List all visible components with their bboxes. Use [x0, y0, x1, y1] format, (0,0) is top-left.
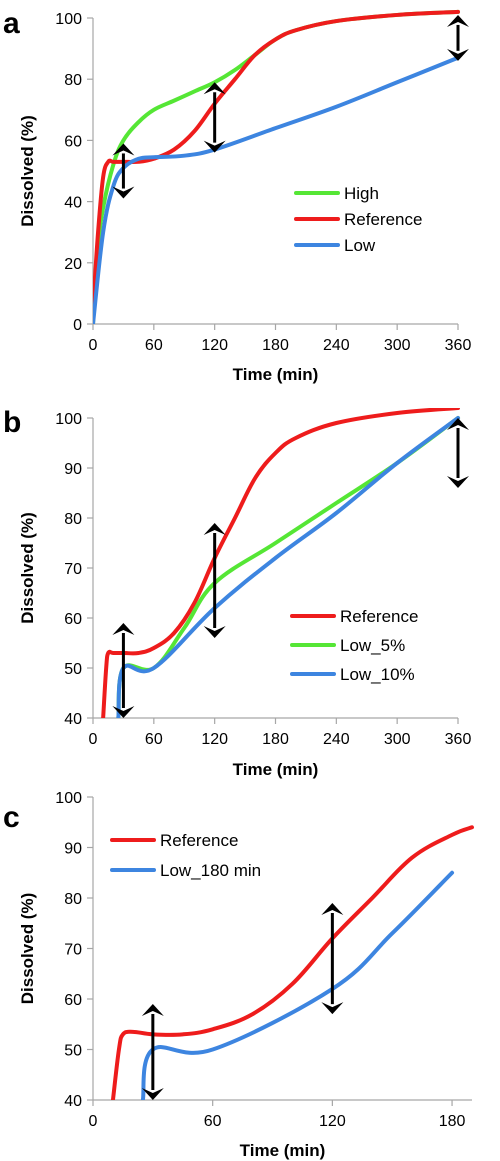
panel-letter: a	[3, 7, 20, 40]
y-axis-label: Dissolved (%)	[18, 893, 37, 1004]
y-tick-label: 60	[64, 133, 82, 150]
x-tick-label: 0	[89, 337, 98, 354]
arrow-head-down	[112, 186, 135, 199]
x-tick-label: 120	[201, 731, 228, 748]
y-axis-label: Dissolved (%)	[18, 512, 37, 623]
legend-label: Reference	[344, 210, 422, 229]
y-tick-label: 60	[64, 611, 82, 628]
x-tick-label: 360	[445, 731, 472, 748]
y-tick-label: 0	[73, 317, 82, 334]
y-tick-label: 40	[64, 711, 82, 728]
x-tick-label: 180	[262, 337, 289, 354]
chart-panel-b: b 40 50 60 70 80 90 100 0 60 120 180 240 300 360 Time (…	[3, 406, 471, 779]
legend-label: Low_180 min	[160, 861, 261, 880]
difference-arrow	[447, 14, 469, 61]
y-axis-label: Dissolved (%)	[18, 115, 37, 226]
arrow-head-down	[321, 1002, 344, 1015]
x-tick-label: 300	[384, 337, 411, 354]
legend-label: High	[344, 184, 379, 203]
y-tick-label: 100	[55, 411, 82, 428]
x-axis-label: Time (min)	[233, 365, 319, 384]
x-axis-label: Time (min)	[233, 760, 319, 779]
chart-panel-a: a 0 20 40 60 80 100 0 60 120 180 240 300 360 Time (min…	[3, 7, 471, 384]
panel-letter: c	[3, 801, 20, 834]
x-axis-label: Time (min)	[240, 1141, 326, 1160]
arrow-head-up	[447, 418, 469, 430]
series-line-low-180-min	[140, 870, 455, 1100]
legend-label: Low	[344, 236, 376, 255]
arrow-head-down	[203, 140, 226, 153]
y-tick-label: 50	[64, 1043, 82, 1060]
arrow-head-up	[203, 523, 226, 535]
y-tick-label: 100	[55, 790, 82, 807]
y-tick-label: 80	[64, 72, 82, 89]
arrow-head-down	[203, 626, 226, 638]
difference-arrow	[112, 143, 135, 199]
arrow-head-up	[203, 82, 226, 95]
y-tick-label: 90	[64, 841, 82, 858]
x-tick-label: 0	[89, 1113, 98, 1130]
x-tick-label: 120	[201, 337, 228, 354]
y-tick-label: 80	[64, 891, 82, 908]
difference-arrow	[203, 523, 226, 638]
y-tick-label: 90	[64, 461, 82, 478]
legend-label: Reference	[160, 831, 238, 850]
y-tick-label: 70	[64, 942, 82, 959]
difference-arrow	[447, 418, 469, 488]
y-tick-label: 80	[64, 511, 82, 528]
arrow-head-down	[112, 706, 135, 718]
x-tick-label: 180	[439, 1113, 466, 1130]
difference-arrow	[112, 623, 135, 718]
x-tick-label: 0	[89, 731, 98, 748]
y-tick-label: 40	[64, 1093, 82, 1110]
legend: Reference Low_180 min	[110, 831, 261, 880]
x-tick-label: 120	[319, 1113, 346, 1130]
legend-label: Reference	[340, 607, 418, 626]
legend-label: Low_5%	[340, 636, 405, 655]
arrow-head-up	[321, 903, 344, 916]
series-line-reference	[101, 408, 460, 718]
arrow-head-up	[141, 1004, 164, 1017]
series-line-low	[93, 55, 460, 324]
legend: Reference Low_5% Low_10%	[290, 607, 418, 684]
series-line-reference	[110, 825, 474, 1100]
series-line-reference	[93, 9, 460, 311]
difference-arrow	[321, 903, 344, 1015]
x-tick-label: 240	[323, 731, 350, 748]
arrow-head-down	[447, 48, 469, 61]
difference-arrow	[141, 1004, 164, 1100]
y-tick-label: 40	[64, 195, 82, 212]
y-tick-label: 70	[64, 561, 82, 578]
panel-letter: b	[3, 406, 21, 439]
y-tick-label: 60	[64, 992, 82, 1009]
y-tick-label: 50	[64, 661, 82, 678]
x-tick-label: 360	[445, 337, 472, 354]
difference-arrow	[203, 82, 226, 153]
arrow-head-down	[447, 476, 469, 488]
x-tick-label: 60	[145, 337, 163, 354]
legend: High Reference Low	[294, 184, 422, 255]
arrow-head-up	[112, 623, 135, 635]
y-tick-label: 20	[64, 256, 82, 273]
x-tick-label: 60	[204, 1113, 222, 1130]
series-line-low-10-	[116, 416, 460, 718]
x-tick-label: 180	[262, 731, 289, 748]
y-tick-label: 100	[55, 11, 82, 28]
x-tick-label: 300	[384, 731, 411, 748]
arrow-head-up	[447, 14, 469, 27]
arrow-head-down	[141, 1088, 164, 1100]
chart-panel-c: c 40 50 60 70 80 90 100 0 60 120 180 Time (min) Disso…	[3, 790, 474, 1160]
x-tick-label: 240	[323, 337, 350, 354]
series-line-high	[93, 9, 460, 324]
legend-label: Low_10%	[340, 665, 415, 684]
arrow-head-up	[112, 143, 135, 156]
x-tick-label: 60	[145, 731, 163, 748]
